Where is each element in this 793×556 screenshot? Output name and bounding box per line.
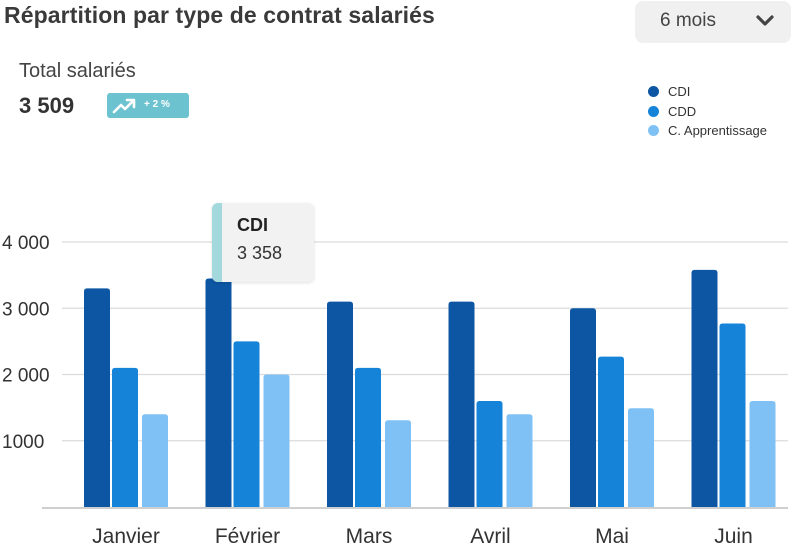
- x-tick-label: Juin: [714, 525, 753, 548]
- bar-c-apprentissage-juin[interactable]: [749, 401, 776, 507]
- x-tick-label: Mai: [595, 525, 629, 548]
- bar-cdi-mai[interactable]: [570, 308, 596, 507]
- tooltip-value: 3 358: [237, 243, 283, 263]
- chart-tooltip: CDI 3 358: [212, 203, 314, 282]
- period-select-value: 6 mois: [660, 10, 716, 31]
- bar-cdd-mars[interactable]: [355, 367, 381, 507]
- tooltip-series: CDI: [237, 215, 268, 235]
- bar-cdd-avril[interactable]: [476, 401, 503, 507]
- bar-cdi-juin[interactable]: [691, 269, 718, 507]
- legend-item[interactable]: CDI: [648, 82, 767, 102]
- y-tick-label: 2 000: [2, 366, 50, 387]
- y-tick-label: 1000: [2, 432, 44, 453]
- bar-cdd-juin[interactable]: [719, 323, 746, 507]
- trend-up-icon: [112, 96, 136, 120]
- x-tick-label: Février: [215, 525, 280, 548]
- x-tick-label: Mars: [346, 525, 393, 548]
- legend-label: CDD: [668, 103, 697, 119]
- legend-swatch: [648, 86, 659, 98]
- trend-text: + 2 %: [144, 99, 170, 110]
- x-tick-label: Avril: [470, 525, 510, 548]
- legend-label: C. Apprentissage: [668, 123, 768, 139]
- bar-cdd-mai[interactable]: [598, 356, 624, 507]
- bar-cdi-mars[interactable]: [327, 301, 353, 507]
- trend-badge: + 2 %: [107, 93, 189, 118]
- bar-cdd-février[interactable]: [233, 341, 260, 507]
- legend-label: CDI: [668, 84, 691, 100]
- x-tick-label: Janvier: [92, 525, 160, 548]
- tooltip-accent: [212, 203, 222, 282]
- bar-cdi-février[interactable]: [205, 278, 232, 507]
- y-tick-label: 3 000: [2, 299, 50, 320]
- bar-cdi-janvier[interactable]: [84, 288, 110, 507]
- bar-c-apprentissage-février[interactable]: [263, 374, 290, 508]
- chart-legend: CDI CDD C. Apprentissage: [648, 82, 767, 141]
- total-value: 3 509: [19, 93, 75, 118]
- bar-c-apprentissage-avril[interactable]: [506, 414, 533, 507]
- total-label: Total salariés: [19, 60, 136, 82]
- bar-c-apprentissage-mai[interactable]: [628, 408, 654, 507]
- period-select[interactable]: 6 mois: [635, 1, 791, 43]
- bar-c-apprentissage-mars[interactable]: [385, 420, 411, 507]
- bar-cdi-avril[interactable]: [448, 301, 475, 507]
- y-tick-label: 4 000: [2, 233, 50, 254]
- chart-title: Répartition par type de contrat salariés: [4, 2, 435, 28]
- legend-swatch: [648, 105, 659, 117]
- legend-swatch: [648, 125, 659, 137]
- legend-item[interactable]: CDD: [648, 102, 767, 122]
- bar-c-apprentissage-janvier[interactable]: [142, 414, 168, 507]
- legend-item[interactable]: C. Apprentissage: [648, 121, 767, 141]
- bar-cdd-janvier[interactable]: [112, 367, 138, 507]
- chevron-down-icon: [755, 14, 775, 33]
